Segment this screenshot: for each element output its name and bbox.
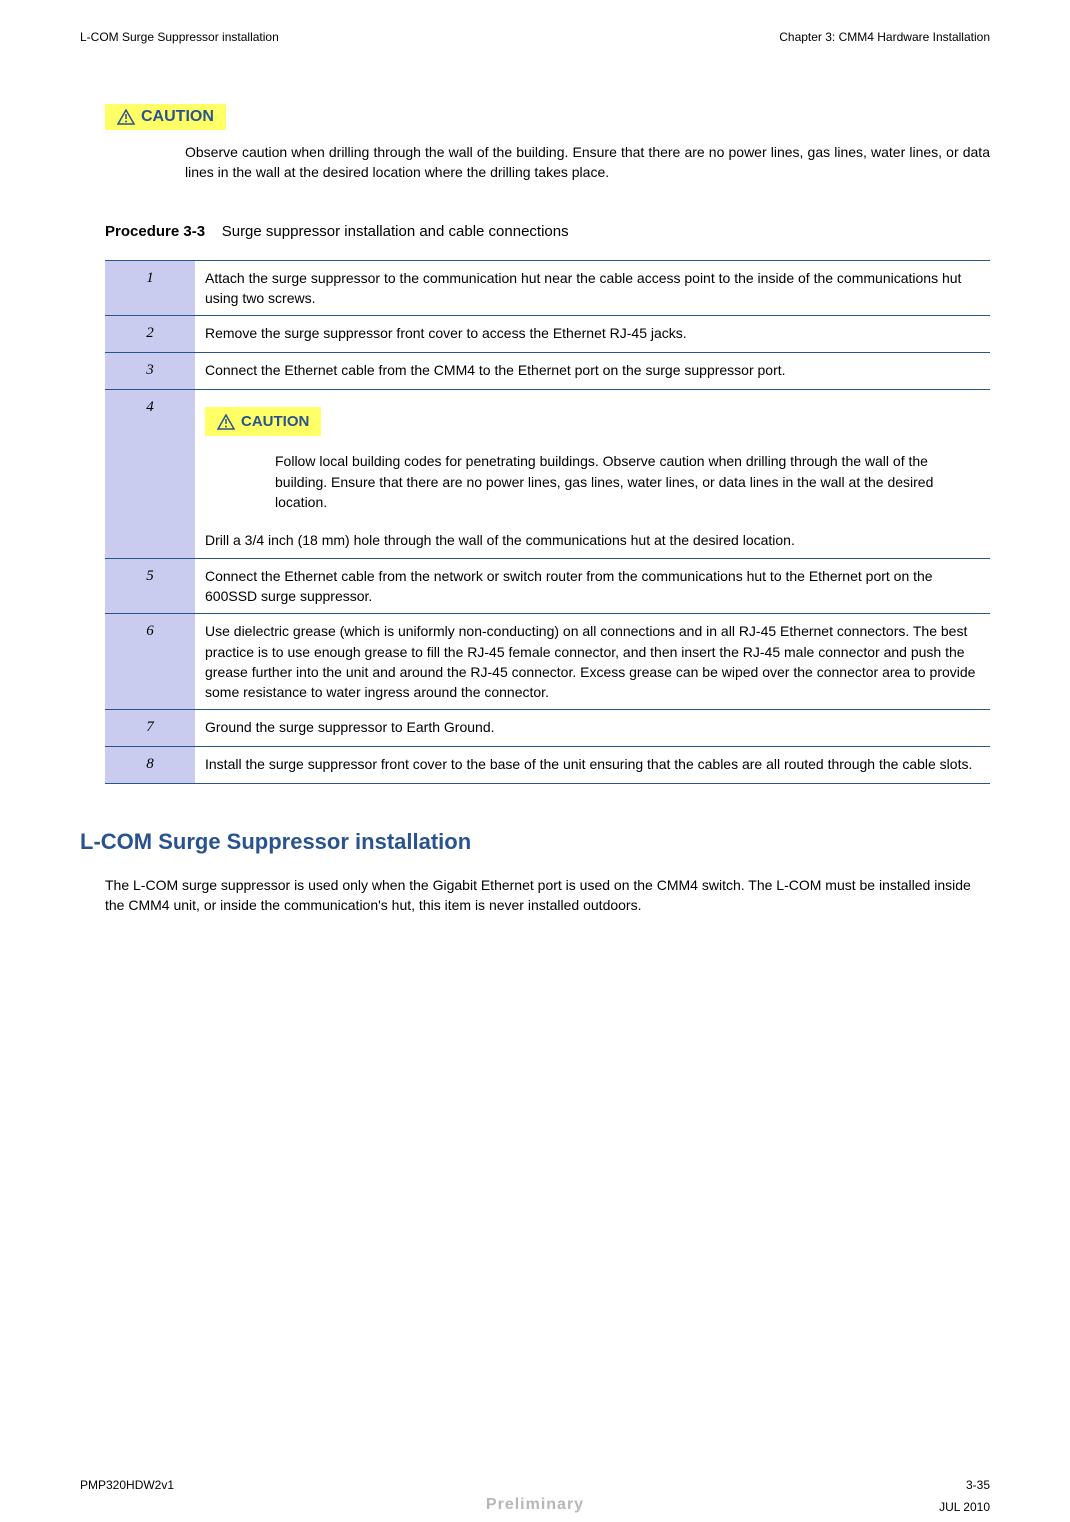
table-row: 1 Attach the surge suppressor to the com… xyxy=(105,260,990,316)
caution-label: CAUTION xyxy=(141,108,214,126)
step-number: 3 xyxy=(105,352,195,389)
step-text: Connect the Ethernet cable from the CMM4… xyxy=(195,352,990,389)
step-number: 8 xyxy=(105,747,195,784)
page-header: L-COM Surge Suppressor installation Chap… xyxy=(80,30,990,44)
step-number: 5 xyxy=(105,558,195,614)
procedure-title: Surge suppressor installation and cable … xyxy=(222,223,569,240)
header-left: L-COM Surge Suppressor installation xyxy=(80,30,279,44)
table-row: 4 CAUTION Follow local building codes fo… xyxy=(105,389,990,558)
page-footer: PMP320HDW2v1 3-35 xyxy=(80,1478,990,1492)
caution-text: Observe caution when drilling through th… xyxy=(185,142,990,183)
step-number: 4 xyxy=(105,389,195,558)
step-text: Use dielectric grease (which is uniforml… xyxy=(195,614,990,710)
table-row: 8 Install the surge suppressor front cov… xyxy=(105,747,990,784)
inner-caution-tag: CAUTION xyxy=(205,407,321,437)
table-row: 2 Remove the surge suppressor front cove… xyxy=(105,316,990,353)
caution-triangle-icon xyxy=(117,109,135,125)
footer-right: 3-35 xyxy=(966,1478,990,1492)
table-row: 7 Ground the surge suppressor to Earth G… xyxy=(105,710,990,747)
step-text: CAUTION Follow local building codes for … xyxy=(195,389,990,558)
inner-caution-label: CAUTION xyxy=(241,411,309,433)
table-row: 6 Use dielectric grease (which is unifor… xyxy=(105,614,990,710)
inner-caution-text: Follow local building codes for penetrat… xyxy=(275,451,980,512)
section-body: The L-COM surge suppressor is used only … xyxy=(105,875,990,916)
caution-tag: CAUTION xyxy=(105,104,226,130)
step-number: 6 xyxy=(105,614,195,710)
step-text: Install the surge suppressor front cover… xyxy=(195,747,990,784)
step-after-text: Drill a 3/4 inch (18 mm) hole through th… xyxy=(205,530,980,550)
procedure-label: Procedure 3-3 xyxy=(105,223,205,240)
table-row: 5 Connect the Ethernet cable from the ne… xyxy=(105,558,990,614)
step-number: 1 xyxy=(105,260,195,316)
procedure-heading: Procedure 3-3 Surge suppressor installat… xyxy=(105,223,990,240)
table-row: 3 Connect the Ethernet cable from the CM… xyxy=(105,352,990,389)
section-heading: L-COM Surge Suppressor installation xyxy=(80,829,990,855)
step-number: 2 xyxy=(105,316,195,353)
step-number: 7 xyxy=(105,710,195,747)
preliminary-watermark: Preliminary xyxy=(0,1496,1070,1514)
caution-triangle-icon xyxy=(217,414,235,430)
step-text: Connect the Ethernet cable from the netw… xyxy=(195,558,990,614)
step-text: Remove the surge suppressor front cover … xyxy=(195,316,990,353)
footer-date: JUL 2010 xyxy=(939,1500,990,1514)
footer-left: PMP320HDW2v1 xyxy=(80,1478,174,1492)
procedure-table: 1 Attach the surge suppressor to the com… xyxy=(105,260,990,784)
step-text: Ground the surge suppressor to Earth Gro… xyxy=(195,710,990,747)
step-text: Attach the surge suppressor to the commu… xyxy=(195,260,990,316)
header-right: Chapter 3: CMM4 Hardware Installation xyxy=(779,30,990,44)
